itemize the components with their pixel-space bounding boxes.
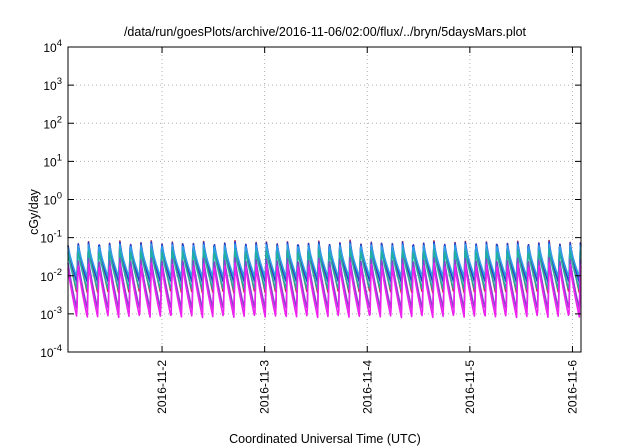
chart-title: /data/run/goesPlots/archive/2016-11-06/0… (124, 25, 527, 39)
y-tick-label: 10-1 (40, 229, 62, 246)
series-group (67, 239, 582, 319)
x-tick-label: 2016-11-5 (463, 360, 477, 414)
x-axis-label: Coordinated Universal Time (UTC) (229, 432, 421, 446)
y-axis-ticks: 10-4 10-3 10-2 10-1 100 101 102 103 104 (40, 38, 581, 360)
x-axis-ticks: 2016-11-2 2016-11-3 2016-11-4 2016-11-5 2016… (155, 47, 579, 414)
y-tick-label: 104 (43, 38, 62, 55)
y-axis-label: cGy/day (27, 188, 41, 235)
x-tick-label: 2016-11-6 (565, 360, 579, 414)
y-tick-label: 102 (43, 114, 62, 131)
y-tick-label: 10-3 (40, 305, 62, 322)
x-tick-label: 2016-11-2 (155, 360, 169, 414)
y-tick-label: 103 (43, 76, 62, 93)
y-tick-label: 10-4 (40, 343, 62, 360)
y-tick-label: 100 (43, 191, 62, 208)
series-line (67, 261, 582, 319)
y-tick-label: 10-2 (40, 267, 62, 284)
y-tick-label: 101 (43, 152, 62, 169)
x-tick-label: 2016-11-4 (360, 360, 374, 414)
x-tick-label: 2016-11-3 (258, 360, 272, 414)
